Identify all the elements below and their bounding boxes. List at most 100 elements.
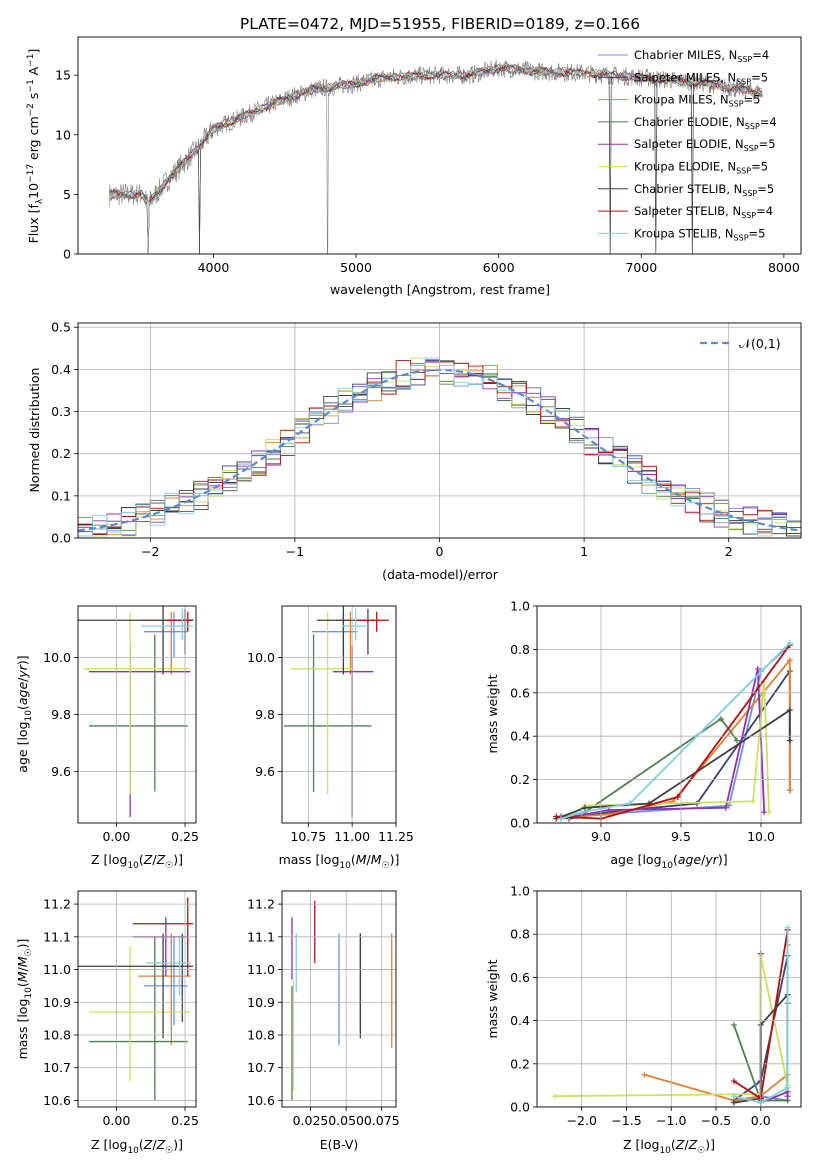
mass-weight-marker — [578, 809, 585, 816]
y-tick-label: 0.0 — [510, 816, 530, 831]
x-tick-label: 5000 — [340, 260, 372, 275]
mass_vs_Z-chart: 0.00 0.25 10.6 10.7 10.8 10.9 11.0 11.1 11.2 Z [l… — [15, 890, 199, 1156]
mass-weight-marker — [754, 665, 761, 672]
mass-weight-line — [560, 644, 791, 818]
plot-area — [78, 897, 194, 1101]
spectrum-data-line — [109, 59, 763, 254]
x-tick-label: −1.5 — [611, 1113, 641, 1128]
mass-weight-marker — [786, 787, 793, 794]
axes-frame — [77, 605, 197, 824]
mass-weight-marker — [786, 639, 793, 646]
mass-weight-marker — [734, 737, 740, 744]
model-spectrum-line — [109, 63, 763, 254]
y-axis-label: mass [log10(M/M☉)] — [15, 939, 34, 1060]
weight_vs_Z-chart: −2.0 −1.5 −1.0 −0.5 0.0 0.0 0.2 0.4 0.6 0.8 1.0 Z [… — [485, 884, 802, 1156]
axes-frame — [77, 890, 197, 1108]
x-tick-label: 0.075 — [364, 1113, 400, 1128]
mass-weight-marker — [718, 715, 724, 722]
y-tick-label: 0.0 — [510, 1100, 530, 1115]
y-tick-label: 5 — [63, 187, 71, 202]
y-axis-label: Flux [fλ10−17 erg cm−2 s−1 A−1] — [26, 49, 45, 244]
plot-area — [283, 606, 389, 818]
y-tick-label: 9.6 — [51, 764, 71, 779]
mass-weight-marker — [553, 813, 560, 820]
axes-frame — [536, 890, 802, 1108]
legend-label: 𝒩(0,1) — [739, 336, 781, 351]
mass-weight-marker — [582, 804, 588, 811]
y-tick-label: 0.8 — [510, 927, 530, 942]
y-axis-label: Normed distribution — [27, 368, 42, 493]
x-tick-label: 0.0 — [751, 1113, 771, 1128]
legend-label: Salpeter STELIB, NSSP=4 — [634, 204, 773, 220]
legend-label: Chabrier STELIB, NSSP=5 — [634, 182, 774, 198]
mass-weight-line — [560, 642, 791, 820]
x-tick-label: −1 — [286, 544, 304, 559]
x-axis-label: (data-model)/error — [382, 567, 499, 582]
y-tick-label: 1.0 — [510, 599, 530, 614]
mass-weight-marker — [626, 800, 633, 807]
mass-weight-line — [560, 668, 766, 820]
x-tick-label: −0.5 — [701, 1113, 731, 1128]
mass-weight-marker — [784, 924, 791, 931]
mass-weight-marker — [551, 1093, 558, 1100]
mass-weight-marker — [674, 793, 681, 800]
mass-weight-marker — [558, 815, 564, 822]
y-tick-label: 10.7 — [247, 1060, 275, 1075]
x-axis-label: Z [log10(Z/Z☉)] — [91, 852, 183, 871]
y-axis-label: mass weight — [485, 959, 500, 1038]
y-tick-label: 10.9 — [43, 995, 71, 1010]
mass-weight-marker — [784, 1093, 791, 1100]
mass-weight-marker — [641, 1071, 648, 1078]
x-tick-label: 8000 — [768, 260, 800, 275]
y-tick-label: 15 — [55, 68, 71, 83]
plot-area — [109, 59, 763, 254]
x-tick-label: 6000 — [483, 260, 515, 275]
legend-label: Salpeter MILES, NSSP=5 — [634, 70, 768, 86]
axes-frame — [77, 36, 802, 255]
x-axis-label: mass [log10(M/M☉)] — [279, 852, 400, 871]
x-tick-label: 2 — [725, 544, 733, 559]
x-tick-label: 11.00 — [334, 829, 370, 844]
x-tick-label: 0 — [436, 544, 444, 559]
x-axis-label: age [log10(age/yr)] — [610, 852, 727, 871]
y-tick-label: 10.0 — [43, 650, 71, 665]
y-tick-label: 10.7 — [43, 1060, 71, 1075]
y-tick-label: 0.4 — [510, 729, 530, 744]
y-tick-label: 10.6 — [247, 1093, 275, 1108]
mass-weight-marker — [786, 737, 793, 744]
mass-weight-marker — [766, 809, 772, 816]
y-tick-label: 11.0 — [43, 962, 71, 977]
x-tick-label: 0.00 — [102, 1113, 130, 1128]
x-tick-label: −1.0 — [656, 1113, 686, 1128]
legend-label: Kroupa ELODIE, NSSP=5 — [634, 160, 768, 176]
figure-title: PLATE=0472, MJD=51955, FIBERID=0189, z=0… — [240, 15, 640, 33]
y-tick-label: 0.2 — [51, 446, 71, 461]
legend-label: Kroupa STELIB, NSSP=5 — [634, 226, 765, 242]
axes-frame — [77, 322, 802, 539]
y-tick-label: 11.1 — [43, 929, 71, 944]
y-tick-label: 11.0 — [247, 962, 275, 977]
mass-weight-marker — [730, 1021, 737, 1028]
y-tick-label: 0.4 — [510, 1013, 530, 1028]
x-tick-label: 9.0 — [591, 829, 611, 844]
x-tick-label: 0.25 — [171, 1113, 199, 1128]
y-tick-label: 10.8 — [43, 1028, 71, 1043]
y-tick-label: 0.1 — [51, 488, 71, 503]
x-tick-label: 0.00 — [102, 829, 130, 844]
x-tick-label: 9.5 — [671, 829, 691, 844]
mass-weight-marker — [730, 1093, 737, 1100]
weight_vs_age-chart: 9.0 9.5 10.0 0.0 0.2 0.4 0.6 0.8 1.0 age [log10(a… — [485, 599, 802, 871]
mass-weight-marker — [730, 1078, 737, 1085]
y-tick-label: 0.8 — [510, 642, 530, 657]
y-tick-label: 11.1 — [247, 929, 275, 944]
y-tick-label: 9.6 — [255, 764, 275, 779]
mass-weight-marker — [786, 707, 793, 714]
mass-weight-line — [556, 644, 791, 820]
y-axis-label: age [log10(age/yr)] — [15, 655, 34, 772]
y-tick-label: 10.0 — [247, 650, 275, 665]
y-tick-label: 1.0 — [510, 884, 530, 899]
x-tick-label: 10.0 — [747, 829, 775, 844]
axes-frame — [281, 605, 397, 824]
x-axis-label: Z [log10(Z/Z☉)] — [91, 1137, 183, 1156]
